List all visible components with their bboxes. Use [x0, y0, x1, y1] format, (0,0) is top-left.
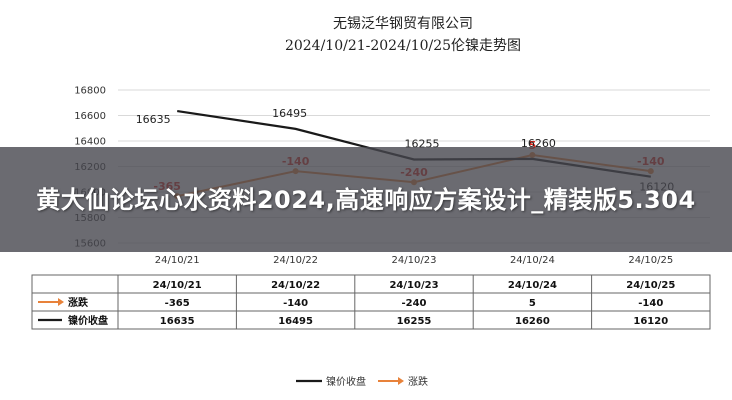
- table-header-cell: 24/10/21: [153, 280, 202, 291]
- table-close-cell: 16260: [515, 316, 550, 327]
- table-change-cell: -140: [638, 298, 663, 309]
- chart-title: 无锡泛华钢贸有限公司: [333, 16, 473, 32]
- table-close-cell: 16635: [160, 316, 195, 327]
- table-change-arrow: [58, 298, 64, 306]
- table-change-cell: -240: [401, 298, 426, 309]
- table-change-cell: 5: [529, 298, 536, 309]
- y-tick-label: 16800: [74, 86, 106, 97]
- chart-subtitle: 2024/10/21-2024/10/25伦镍走势图: [285, 38, 521, 54]
- x-tick-label: 24/10/25: [628, 255, 673, 266]
- overlay-title: 黄大仙论坛心水资料2024,高速响应方案设计_精装版5.304: [36, 185, 696, 214]
- x-tick-label: 24/10/21: [155, 255, 200, 266]
- data-table: 24/10/21 24/10/22 24/10/23 24/10/24 24/10/25…: [31, 274, 711, 330]
- table-row-label-close: 镍价收盘: [68, 314, 108, 327]
- table-header-cell: 24/10/23: [389, 280, 438, 291]
- y-tick-label: 16600: [74, 111, 106, 122]
- x-tick-label: 24/10/23: [392, 255, 437, 266]
- table-border: [31, 274, 711, 330]
- x-tick-label: 24/10/22: [273, 255, 318, 266]
- table-close-cell: 16255: [397, 316, 432, 327]
- legend-change-label: 涨跌: [408, 375, 428, 388]
- table-change-cell: -365: [165, 298, 190, 309]
- x-axis-tick-labels: 24/10/21 24/10/22 24/10/23 24/10/24 24/10/25: [155, 255, 674, 266]
- close-data-label: 16635: [136, 113, 171, 126]
- legend-close-label: 镍价收盘: [326, 375, 366, 388]
- y-tick-label: 16400: [74, 137, 106, 148]
- table-row-label-change: 涨跌: [68, 296, 89, 309]
- x-tick-label: 24/10/24: [510, 255, 555, 266]
- table-header-cell: 24/10/25: [626, 280, 675, 291]
- table-header-cell: 24/10/24: [508, 280, 557, 291]
- legend: 镍价收盘 涨跌: [296, 375, 428, 388]
- table-close-cell: 16495: [278, 316, 313, 327]
- table-change-cell: -140: [283, 298, 308, 309]
- close-data-label: 16260: [521, 137, 556, 150]
- overlay-banner: 黄大仙论坛心水资料2024,高速响应方案设计_精装版5.304: [0, 147, 732, 252]
- table-close-cell: 16120: [633, 316, 668, 327]
- change-data-label: 5: [529, 139, 537, 152]
- legend-change-arrow: [398, 377, 404, 385]
- close-data-label: 16495: [272, 107, 307, 120]
- table-header-cell: 24/10/22: [271, 280, 320, 291]
